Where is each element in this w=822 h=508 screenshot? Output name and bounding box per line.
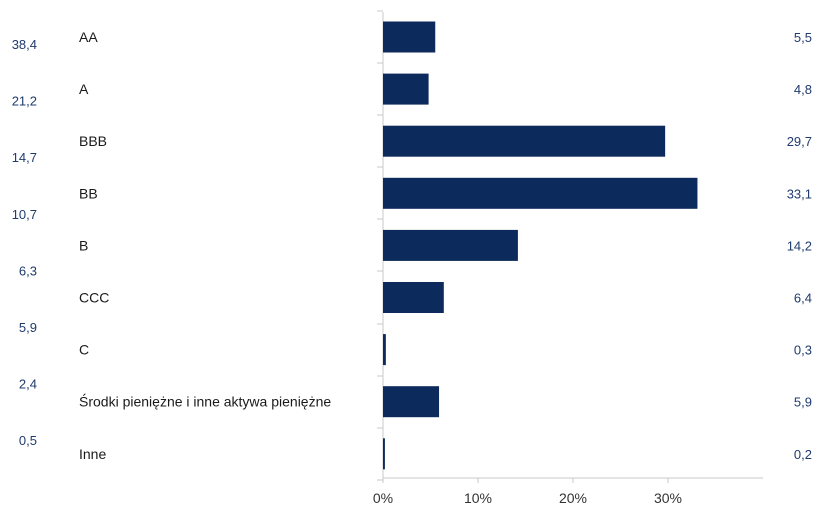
x-tick-label: 0% bbox=[373, 490, 393, 506]
x-tick-label: 10% bbox=[464, 490, 492, 506]
value-label: 14,2 bbox=[787, 238, 812, 253]
left-value-label: 6,3 bbox=[19, 263, 37, 278]
left-value-label: 38,4 bbox=[12, 37, 37, 52]
bar bbox=[383, 21, 436, 53]
left-value-label: 14,7 bbox=[12, 150, 37, 165]
category-label: C bbox=[79, 342, 89, 358]
bar bbox=[383, 334, 386, 366]
value-label: 33,1 bbox=[787, 186, 812, 201]
value-label: 6,4 bbox=[794, 291, 812, 306]
category-label: CCC bbox=[79, 290, 109, 306]
left-value-label: 10,7 bbox=[12, 207, 37, 222]
category-label: BB bbox=[79, 185, 98, 201]
value-label: 4,8 bbox=[794, 82, 812, 97]
bar bbox=[383, 125, 666, 157]
x-tick-label: 20% bbox=[559, 490, 587, 506]
bar bbox=[383, 386, 440, 418]
x-tick-label: 30% bbox=[654, 490, 682, 506]
bar bbox=[383, 438, 385, 470]
left-value-label: 0,5 bbox=[19, 433, 37, 448]
category-label: Inne bbox=[79, 446, 106, 462]
category-label: B bbox=[79, 237, 88, 253]
category-label: BBB bbox=[79, 133, 107, 149]
value-label: 0,2 bbox=[794, 447, 812, 462]
bar bbox=[383, 282, 444, 313]
left-value-label: 5,9 bbox=[19, 320, 37, 335]
value-label: 5,5 bbox=[794, 30, 812, 45]
bar bbox=[383, 177, 698, 209]
category-label: AA bbox=[79, 29, 98, 45]
bar bbox=[383, 73, 429, 105]
category-label: A bbox=[79, 81, 89, 97]
left-value-label: 21,2 bbox=[12, 94, 37, 109]
value-label: 29,7 bbox=[787, 134, 812, 149]
value-label: 5,9 bbox=[794, 395, 812, 410]
category-label: Środki pieniężne i inne aktywa pieniężne bbox=[79, 393, 331, 410]
value-label: 0,3 bbox=[794, 343, 812, 358]
bar bbox=[383, 229, 518, 261]
left-value-label: 2,4 bbox=[19, 377, 37, 392]
